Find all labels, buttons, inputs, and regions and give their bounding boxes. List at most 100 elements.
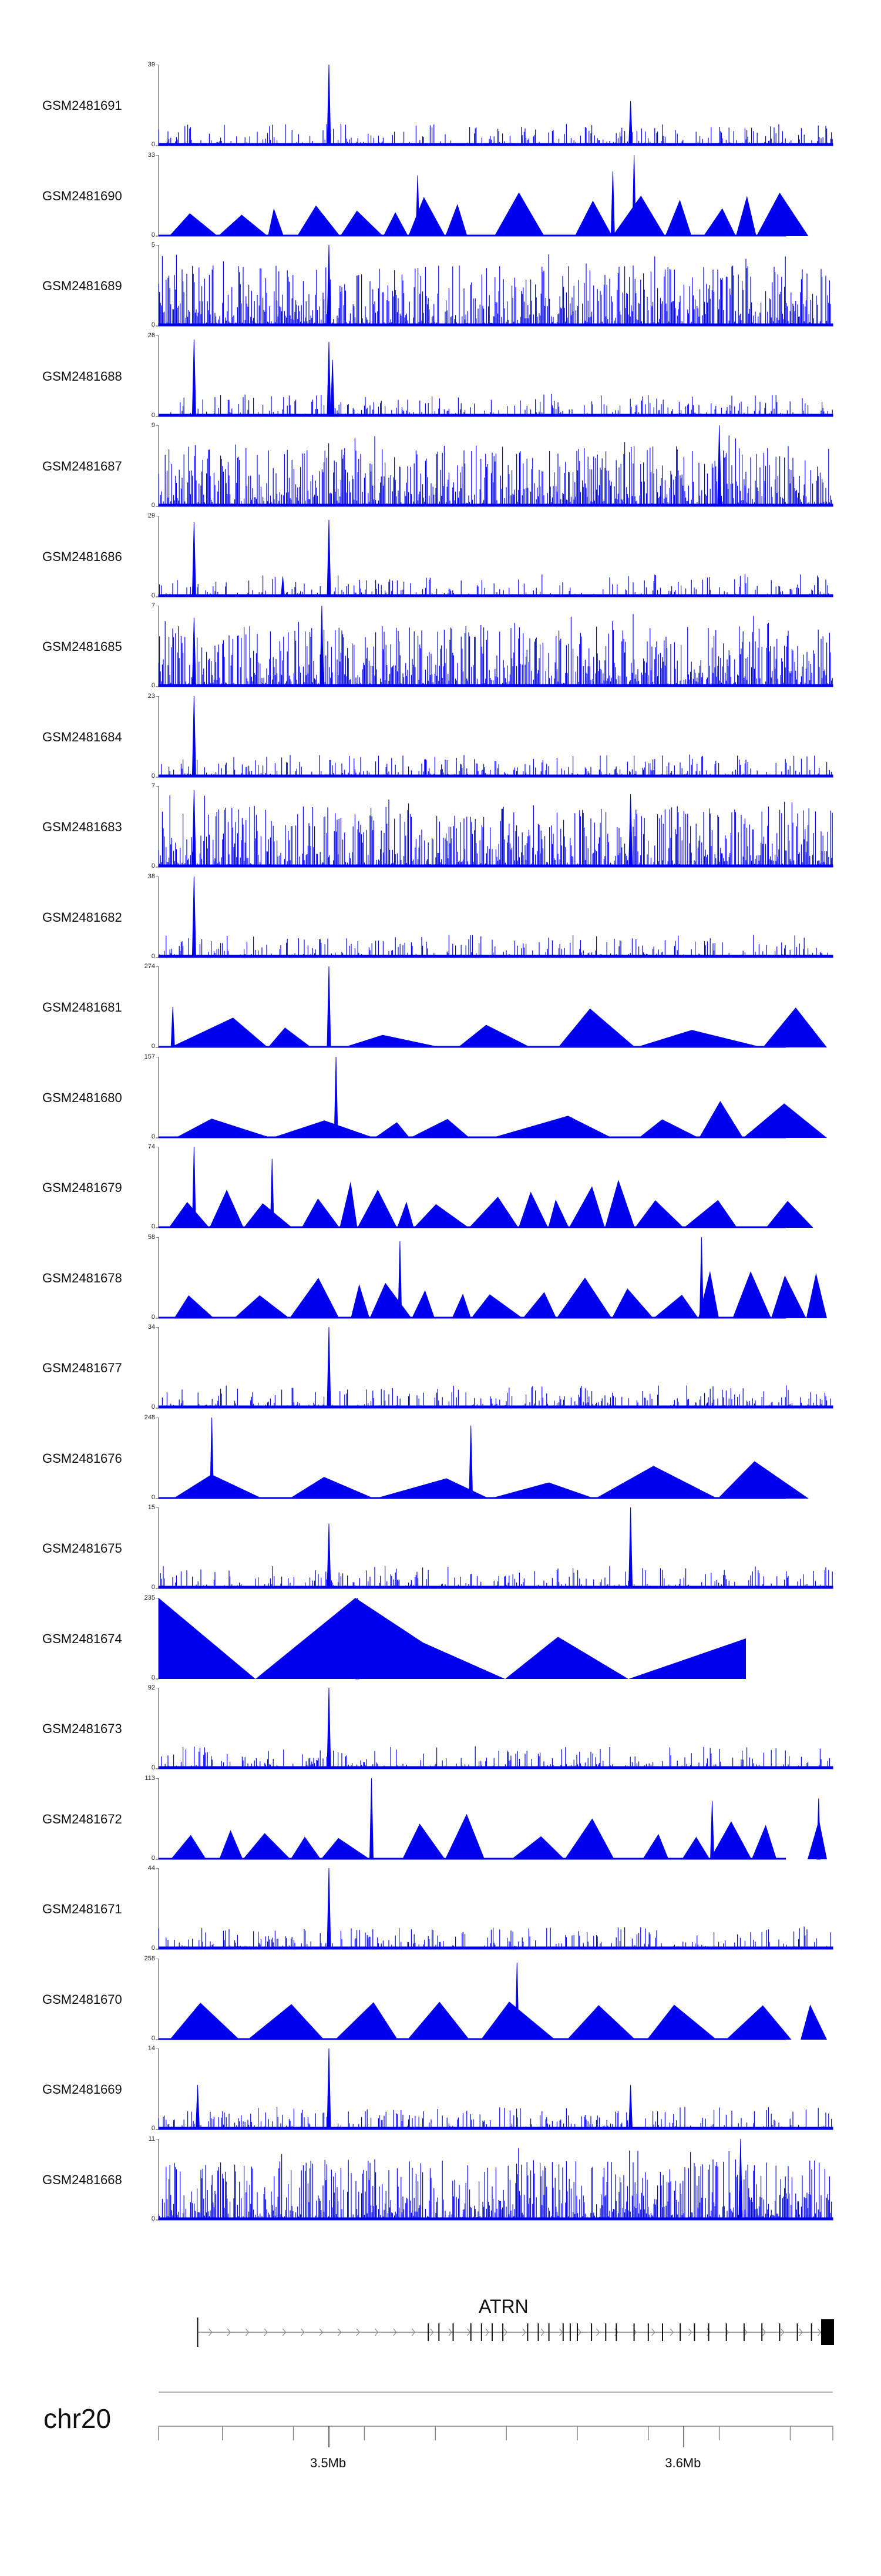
signal-triangle bbox=[567, 2005, 635, 2040]
track-max-label: 113 bbox=[144, 1775, 155, 1782]
gene-exon bbox=[480, 2323, 482, 2341]
track-plot bbox=[156, 1778, 827, 1860]
signal-triangle bbox=[408, 197, 446, 236]
signal-triangle bbox=[558, 1008, 635, 1047]
track-plot bbox=[156, 606, 833, 687]
track-max-label: 248 bbox=[144, 1414, 155, 1421]
track-min-label: 0 bbox=[151, 953, 155, 960]
track-GSM2481690: GSM2481690 33 0 bbox=[0, 152, 881, 240]
signal-bars bbox=[159, 754, 833, 777]
track-min-label: 0 bbox=[151, 321, 155, 328]
signal-triangle bbox=[471, 1294, 523, 1318]
track-max-label: 34 bbox=[147, 1324, 155, 1331]
signal-triangle bbox=[445, 1813, 485, 1859]
signal-bars bbox=[159, 394, 833, 417]
signal-triangle bbox=[756, 192, 809, 236]
signal-bars bbox=[159, 574, 833, 597]
signal-triangle bbox=[469, 1197, 519, 1228]
track-GSM2481668: GSM2481668 11 0 bbox=[0, 2135, 881, 2224]
signal-peak bbox=[280, 576, 285, 597]
track-label: GSM2481670 bbox=[42, 1992, 122, 2007]
signal-triangle bbox=[170, 1835, 207, 1859]
axis-tick-label: 3.5Mb bbox=[310, 2456, 347, 2470]
track-label: GSM2481683 bbox=[42, 820, 122, 834]
signal-peak bbox=[415, 175, 420, 237]
gene-exon bbox=[438, 2323, 440, 2341]
gene-exon bbox=[708, 2323, 709, 2341]
strand-arrow bbox=[781, 2328, 785, 2336]
signal-peak bbox=[515, 1962, 519, 2040]
signal-bars bbox=[158, 254, 832, 326]
signal-triangle bbox=[351, 1284, 370, 1318]
track-label: GSM2481691 bbox=[42, 98, 122, 113]
track-min-label: 0 bbox=[151, 1314, 155, 1321]
signal-peak bbox=[327, 341, 331, 417]
track-min-label: 0 bbox=[151, 141, 155, 148]
track-max-label: 274 bbox=[144, 963, 155, 970]
strand-arrow bbox=[467, 2328, 471, 2336]
track-plot bbox=[156, 155, 809, 237]
gene-exon bbox=[680, 2323, 681, 2341]
signal-marks bbox=[158, 790, 833, 868]
signal-triangle bbox=[766, 1201, 813, 1228]
signal-bars bbox=[160, 1566, 833, 1588]
track-max-label: 11 bbox=[148, 2135, 155, 2142]
track-min-label: 0 bbox=[151, 592, 155, 599]
gene-exon bbox=[492, 2323, 493, 2341]
signal-peak bbox=[327, 2048, 331, 2130]
signal-triangle bbox=[271, 1120, 375, 1138]
track-plot bbox=[156, 65, 833, 146]
signal-peak bbox=[191, 522, 196, 597]
track-GSM2481673: GSM2481673 92 0 bbox=[0, 1684, 881, 1773]
strand-arrow bbox=[411, 2328, 416, 2336]
signal-peak bbox=[610, 171, 615, 237]
signal-marks bbox=[158, 155, 809, 237]
signal-triangle bbox=[339, 1181, 358, 1228]
track-min-label: 0 bbox=[151, 2035, 155, 2042]
signal-triangle bbox=[397, 1201, 414, 1228]
signal-triangle bbox=[569, 1186, 605, 1228]
signal-triangle bbox=[173, 1474, 263, 1499]
signal-marks bbox=[158, 65, 833, 146]
signal-peak bbox=[270, 1158, 274, 1228]
gene-model bbox=[158, 2318, 834, 2447]
signal-bars bbox=[159, 1746, 833, 1769]
signal-marks bbox=[158, 2139, 833, 2221]
signal-triangle bbox=[170, 1017, 268, 1047]
track-GSM2481671: GSM2481671 44 0 bbox=[0, 1865, 881, 1953]
track-GSM2481676: GSM2481676 248 0 bbox=[0, 1414, 881, 1503]
signal-triangle bbox=[634, 1200, 684, 1228]
signal-triangle bbox=[665, 199, 692, 236]
signal-baseline bbox=[158, 1316, 786, 1319]
strand-arrow bbox=[301, 2328, 305, 2336]
signal-triangle bbox=[635, 1030, 763, 1047]
signal-peak bbox=[398, 1241, 402, 1319]
signal-bars bbox=[158, 795, 833, 867]
track-max-label: 7 bbox=[151, 782, 155, 790]
signal-triangle bbox=[548, 1199, 569, 1228]
gene-exon bbox=[502, 2323, 504, 2341]
signal-peak bbox=[327, 1868, 331, 1950]
signal-triangle bbox=[301, 1198, 340, 1228]
signal-peak bbox=[170, 1006, 175, 1048]
track-plot bbox=[156, 966, 827, 1048]
gene-exon bbox=[562, 2323, 564, 2341]
track-GSM2481689: GSM2481689 5 0 bbox=[0, 241, 881, 330]
signal-baseline bbox=[158, 1766, 833, 1769]
track-min-label: 0 bbox=[151, 2215, 155, 2222]
gene-exon bbox=[452, 2323, 454, 2341]
track-min-label: 0 bbox=[151, 773, 155, 780]
track-label: GSM2481678 bbox=[42, 1271, 122, 1285]
track-max-label: 23 bbox=[147, 693, 155, 700]
track-label: GSM2481669 bbox=[42, 2082, 122, 2097]
signal-marks bbox=[158, 1147, 813, 1228]
signal-triangle bbox=[709, 1821, 752, 1859]
gene-exon bbox=[743, 2323, 745, 2341]
track-GSM2481672: GSM2481672 113 0 bbox=[0, 1775, 881, 1863]
signal-triangle bbox=[735, 196, 756, 236]
track-min-label: 0 bbox=[151, 412, 155, 419]
signal-bars bbox=[158, 435, 833, 506]
signal-peak bbox=[628, 101, 633, 146]
signal-peak bbox=[195, 2085, 200, 2130]
signal-triangle bbox=[169, 213, 218, 236]
